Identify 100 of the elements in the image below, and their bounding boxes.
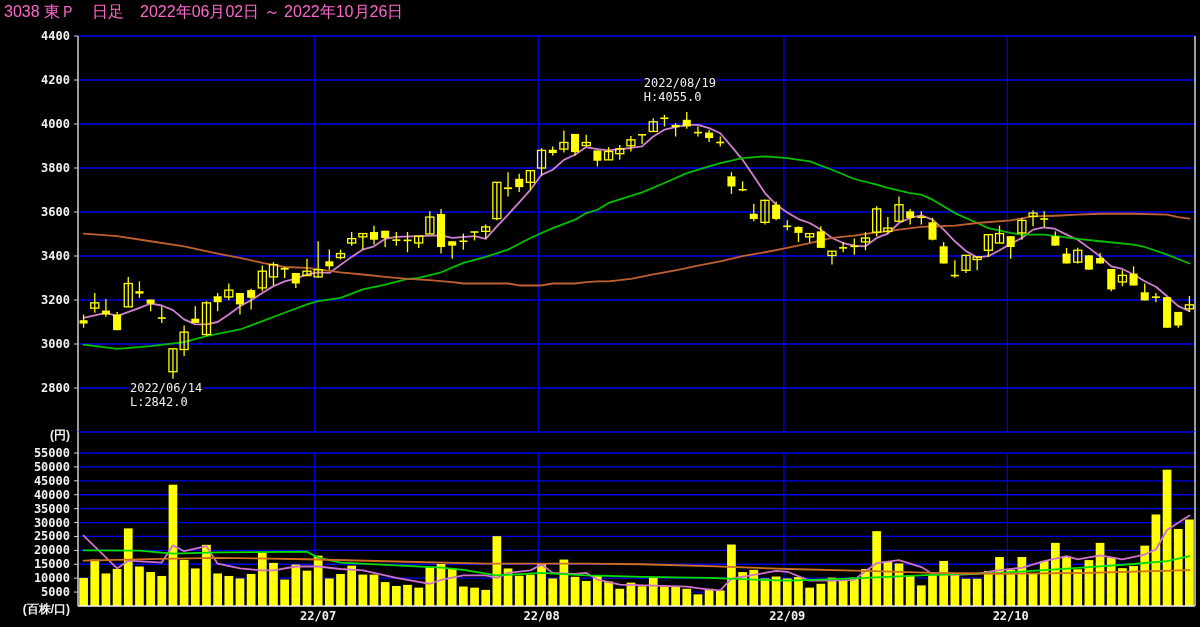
candlestick [838, 241, 848, 253]
bar [224, 575, 234, 606]
bar [90, 559, 100, 606]
bar [905, 575, 915, 606]
candlestick [213, 292, 222, 312]
candlestick [101, 298, 110, 318]
x-tick-label: 22/10 [992, 609, 1029, 623]
candlestick [369, 224, 379, 246]
bar [995, 557, 1004, 606]
bar [336, 574, 345, 606]
bar [470, 587, 479, 606]
candlestick [1017, 217, 1027, 241]
bar [101, 573, 111, 606]
bar [146, 572, 155, 606]
candlestick [90, 292, 100, 314]
y-tick-label: 20000 [33, 543, 70, 558]
candlestick [961, 254, 971, 274]
bar [1129, 565, 1138, 606]
candlestick [559, 129, 569, 154]
bar [481, 589, 491, 606]
bar [380, 582, 390, 606]
bar [447, 568, 457, 606]
bar [202, 544, 211, 606]
bar [916, 585, 926, 606]
bar [805, 587, 814, 606]
candlestick [536, 147, 547, 177]
bar [179, 559, 189, 606]
bar [324, 578, 334, 606]
bar [235, 578, 245, 606]
bar [1006, 569, 1016, 606]
y-tick-label: 25000 [33, 529, 70, 544]
candlestick [871, 205, 882, 237]
bar [939, 560, 949, 606]
candlestick [860, 231, 871, 251]
candlestick [637, 133, 647, 145]
bar [727, 544, 736, 606]
bar [660, 586, 669, 606]
candlestick [1151, 292, 1161, 303]
x-tick-label: 22/09 [769, 609, 806, 623]
line-series [82, 514, 1191, 592]
y-tick-label: 30000 [33, 515, 70, 530]
bar [269, 562, 278, 606]
annotation: 2022/06/14 L:2842.0 [129, 380, 203, 409]
candlestick [1006, 235, 1015, 260]
bar [347, 565, 357, 606]
bar [838, 580, 848, 606]
bar [715, 590, 725, 606]
candlestick [983, 234, 994, 258]
y-tick-label: 4000 [41, 117, 70, 131]
candlestick [201, 300, 212, 337]
line-series [82, 549, 1191, 582]
candlestick [827, 250, 837, 266]
bar [514, 575, 524, 606]
bar [1073, 569, 1083, 606]
bar [950, 574, 960, 606]
bar [604, 581, 613, 606]
bar [782, 578, 792, 606]
y-tick-label: 4400 [41, 29, 70, 43]
bar [872, 531, 882, 606]
bar [816, 583, 826, 606]
candlestick [257, 264, 267, 292]
bar [157, 575, 167, 606]
candlestick [515, 173, 524, 193]
bar [291, 564, 301, 606]
candlestick [425, 210, 435, 235]
bar [671, 586, 680, 606]
y-tick-label: 55000 [33, 446, 70, 460]
y-tick-label: 3200 [41, 293, 70, 307]
bar [972, 578, 982, 606]
y-tick-label: 50000 [33, 459, 70, 474]
bar [526, 574, 535, 606]
candlestick [492, 181, 502, 222]
candlestick [325, 248, 334, 271]
bar [794, 577, 803, 606]
x-tick-label: 22/07 [300, 609, 337, 623]
candlestick [760, 199, 770, 226]
y-tick-label: 40000 [33, 487, 70, 502]
bar [1173, 528, 1183, 606]
line-series [82, 155, 1191, 350]
bar [459, 586, 468, 606]
y-tick-label: 3600 [41, 205, 70, 219]
bar [358, 574, 368, 606]
bar [123, 528, 133, 606]
y-axis-title: (円) [50, 428, 70, 442]
y-tick-label: 2800 [41, 381, 70, 395]
candlestick [894, 195, 904, 223]
candlestick [772, 200, 781, 222]
candlestick [268, 261, 279, 287]
y-tick-label: 10000 [33, 571, 70, 586]
bar [313, 555, 323, 606]
y-tick-label: 3800 [41, 161, 70, 175]
y-tick-label: 35000 [33, 501, 70, 516]
bar [190, 568, 200, 606]
bar [135, 566, 144, 606]
bar [79, 577, 88, 606]
line-series [82, 212, 1191, 287]
y-axis-title: (百株/口) [22, 602, 70, 616]
y-tick-label: 3000 [41, 337, 70, 351]
y-tick-label: 3400 [41, 249, 70, 263]
bar [213, 573, 222, 606]
